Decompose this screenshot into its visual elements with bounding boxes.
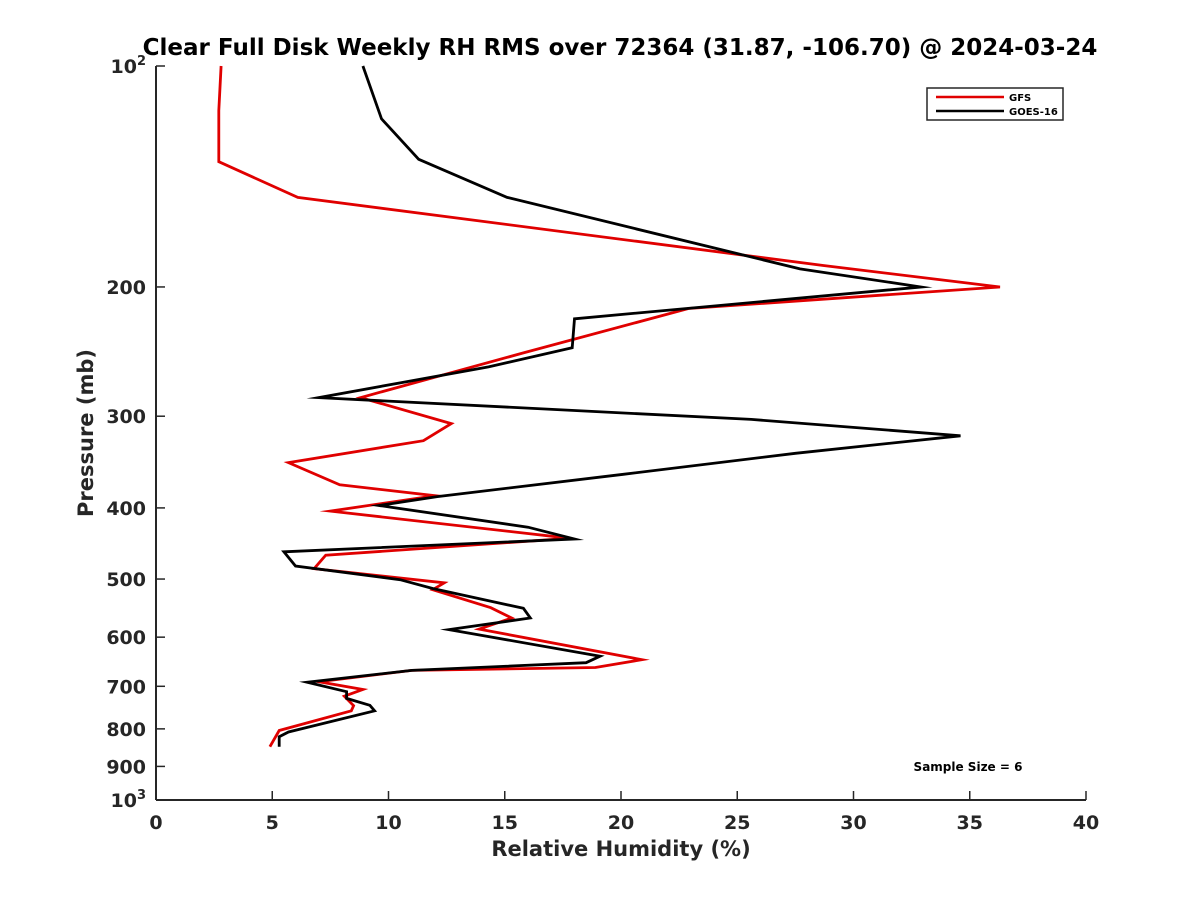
y-tick-label: 600: [106, 627, 146, 649]
y-tick-label: 400: [106, 498, 146, 520]
y-tick-label: 900: [106, 756, 146, 778]
x-ticks: 0 5 10 15 20 25 30 35 40: [149, 791, 1099, 834]
x-tick-label: 0: [149, 812, 162, 834]
y-axis-label: Pressure (mb): [74, 349, 98, 517]
legend: GFS GOES-16: [926, 87, 1064, 121]
y-tick-label: 500: [106, 569, 146, 591]
x-tick-label: 25: [724, 812, 750, 834]
legend-box: [926, 87, 1064, 121]
y-tick-label: 103: [111, 788, 147, 812]
x-tick-label: 15: [492, 812, 518, 834]
x-tick-label: 5: [266, 812, 279, 834]
y-tick-label: 700: [106, 676, 146, 698]
y-tick-label: 300: [106, 406, 146, 428]
sample-size-annotation: Sample Size = 6: [914, 760, 1023, 774]
y-ticks: 102 200 300 400 500 600 700 800 900 103: [106, 54, 165, 812]
series-line-goes16: [277, 65, 961, 747]
y-tick-label: 200: [106, 277, 146, 299]
x-axis-label: Relative Humidity (%): [491, 837, 750, 861]
x-tick-label: 20: [608, 812, 634, 834]
x-tick-label: 35: [957, 812, 983, 834]
y-tick-label: 102: [111, 54, 147, 78]
x-tick-label: 10: [375, 812, 401, 834]
x-tick-label: 30: [840, 812, 866, 834]
legend-label-gfs: GFS: [1009, 93, 1031, 104]
y-tick-label: 800: [106, 719, 146, 741]
series-line-gfs: [217, 65, 1001, 748]
x-tick-label: 40: [1073, 812, 1099, 834]
series-layer: [217, 65, 1001, 748]
legend-label-goes16: GOES-16: [1009, 107, 1058, 118]
chart-title: Clear Full Disk Weekly RH RMS over 72364…: [143, 35, 1098, 61]
